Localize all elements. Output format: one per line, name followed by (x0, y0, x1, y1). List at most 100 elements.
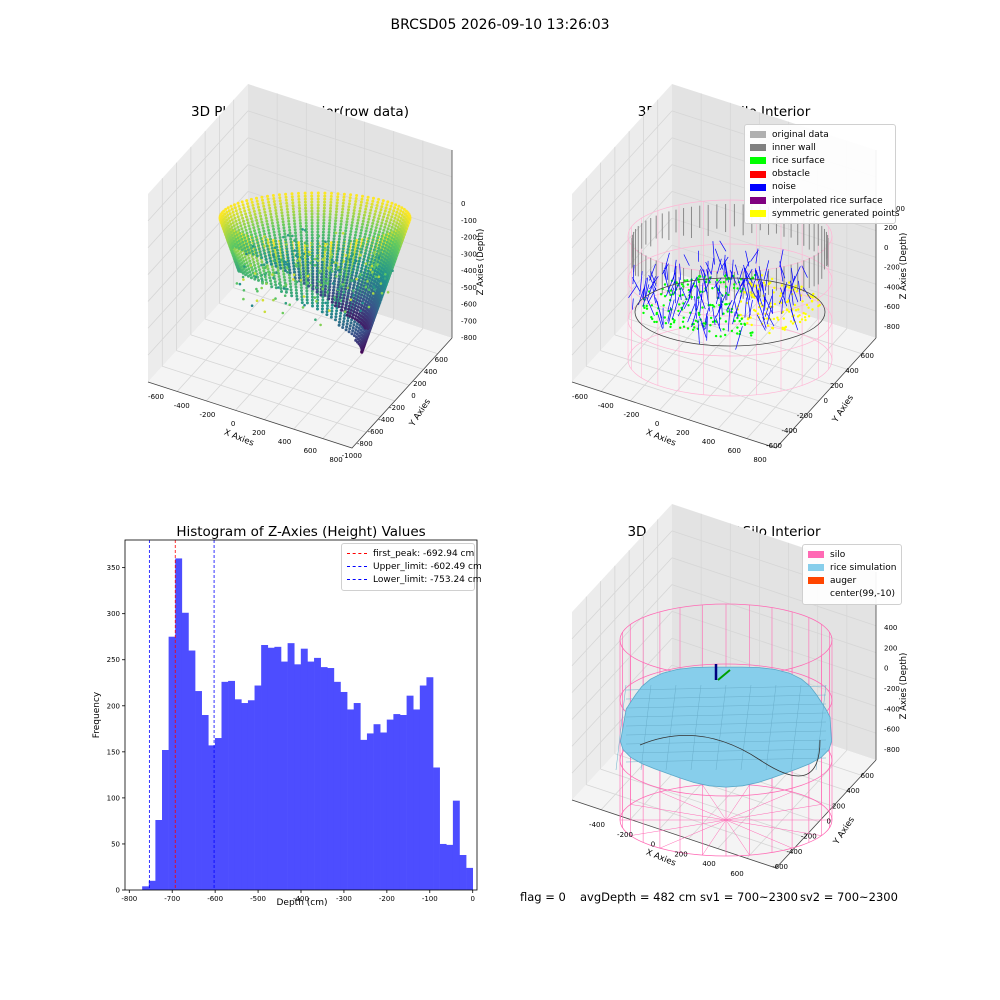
data-point (326, 304, 329, 308)
legend-item: rice simulation (808, 561, 896, 574)
grid-line (147, 110, 249, 222)
grid-line (147, 164, 249, 275)
z-tick-label: 200 (884, 644, 897, 652)
data-point (325, 307, 329, 311)
status-sv1: sv1 = 700~2300 (700, 890, 798, 904)
x-tick-label: 400 (702, 860, 715, 868)
data-point (338, 317, 342, 321)
grid-line (247, 191, 453, 258)
y-tick-label: -400 (786, 848, 802, 856)
grid-line (247, 137, 453, 205)
grid-line (322, 328, 424, 439)
data-point (354, 242, 358, 245)
x-tick-label: -200 (617, 831, 633, 839)
x-tick-label: 600 (730, 870, 743, 878)
y-tick-label: 200 (832, 802, 845, 810)
data-point (326, 301, 330, 305)
data-point (354, 338, 358, 342)
data-point (355, 335, 358, 339)
status-avg-depth: avgDepth = 482 cm (580, 890, 697, 904)
data-point (353, 248, 357, 251)
data-point (334, 318, 337, 322)
data-point (354, 245, 358, 248)
data-point (352, 323, 356, 327)
data-point (347, 330, 351, 334)
data-point (338, 314, 342, 318)
data-point (344, 328, 348, 332)
panel1-points (218, 191, 412, 354)
left-pane (148, 84, 248, 382)
data-point (325, 313, 329, 317)
z-tick-label: -400 (884, 705, 900, 713)
data-point (355, 325, 359, 329)
data-point (342, 317, 346, 320)
data-point (348, 324, 352, 328)
data-point (334, 312, 338, 316)
x-tick-label: -400 (589, 821, 605, 829)
z-axis-label: Z Axies (Depth) (899, 653, 909, 720)
legend-item: auger (808, 574, 896, 587)
data-point (343, 314, 347, 317)
grid-line (235, 300, 336, 411)
data-point (330, 306, 334, 310)
data-point (349, 321, 353, 325)
grid-line (205, 290, 307, 402)
data-point (352, 334, 356, 338)
y-tick-label: -200 (801, 833, 817, 841)
data-point (337, 323, 341, 327)
data-point (355, 332, 359, 336)
data-point (359, 328, 363, 332)
legend-swatch (808, 551, 824, 559)
data-point (355, 322, 359, 326)
status-flag: flag = 0 (520, 890, 566, 904)
data-point (353, 331, 357, 335)
data-point (346, 319, 350, 323)
data-point (335, 309, 339, 313)
data-point (356, 329, 360, 333)
grid-line (293, 318, 395, 430)
y-tick-label: 400 (846, 787, 859, 795)
data-point (345, 322, 349, 326)
legend-swatch (808, 564, 824, 572)
data-point (341, 326, 345, 329)
data-point (339, 311, 343, 315)
legend-item: center(99,-10) (808, 588, 896, 601)
grid-line (247, 110, 453, 178)
data-point (341, 323, 345, 326)
data-point (325, 310, 329, 314)
legend-swatch (808, 577, 824, 585)
grid-line (147, 244, 249, 356)
y-tick-label: 0 (827, 818, 831, 826)
data-point (357, 326, 361, 330)
grid-line (264, 309, 365, 420)
data-point (342, 320, 346, 323)
z-tick-label: 400 (884, 624, 897, 632)
grid-line (176, 350, 381, 417)
data-point (351, 326, 355, 330)
data-point (350, 332, 354, 336)
grid-line (147, 137, 249, 248)
y-tick-label: 600 (861, 772, 874, 780)
data-point (330, 309, 334, 313)
data-point (348, 327, 352, 331)
grid-line (190, 334, 395, 402)
data-point (330, 303, 334, 307)
data-point (330, 312, 334, 316)
legend-item: silo (808, 548, 896, 561)
data-point (358, 331, 362, 335)
data-point (338, 320, 341, 324)
panel4-legend: silo rice simulation auger center(99,-10… (802, 544, 902, 605)
axis-line (147, 337, 453, 449)
data-point (345, 325, 349, 329)
grid-line (205, 318, 410, 386)
z-tick-label: -200 (884, 685, 900, 693)
grid-line (162, 365, 367, 433)
grid-line (176, 281, 278, 392)
data-point (360, 325, 364, 329)
data-point (351, 329, 355, 333)
status-sv2: sv2 = 700~2300 (800, 890, 898, 904)
y-axis-label: Y Axies (831, 815, 857, 848)
x-tick-label: 200 (674, 850, 687, 858)
